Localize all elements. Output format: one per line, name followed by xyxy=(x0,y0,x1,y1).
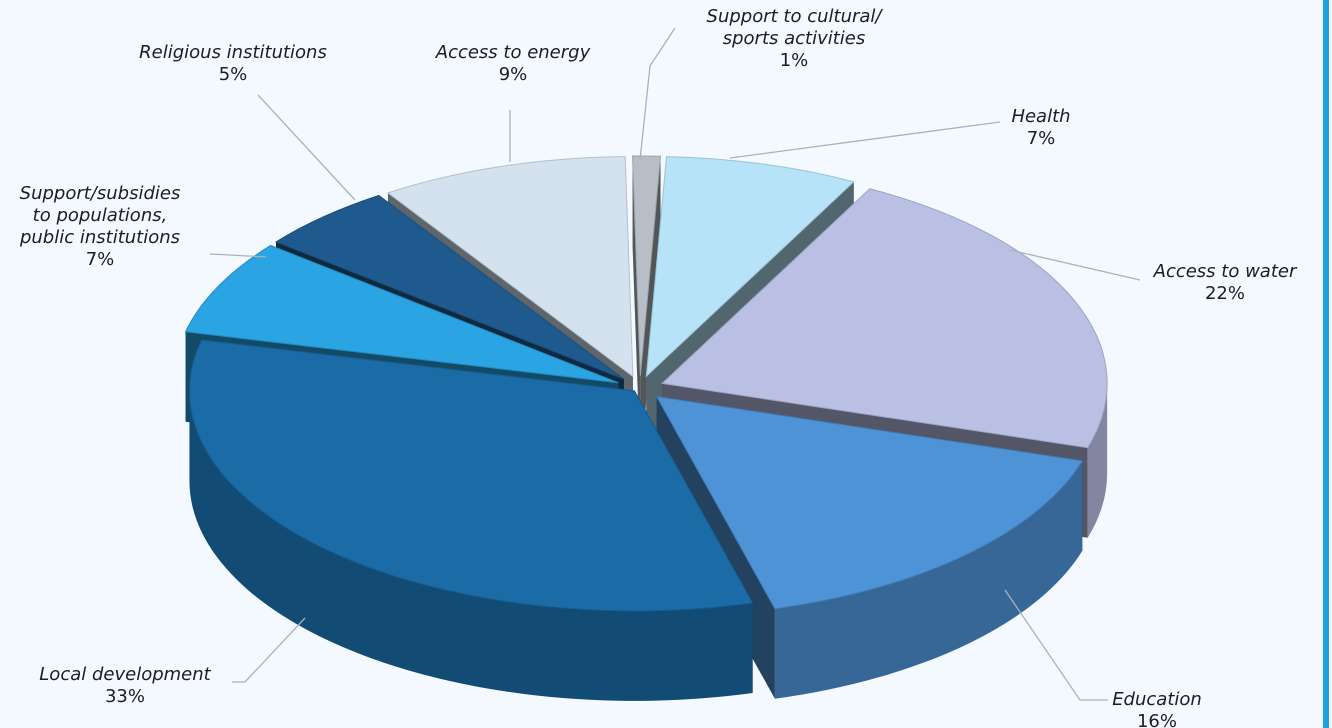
slice-value-access-to-energy: 9% xyxy=(499,64,528,85)
slice-label-support-subsidies-to-populations-public-institutions: Support/subsidies xyxy=(20,183,181,204)
slice-value-support-subsidies-to-populations-public-institutions: 7% xyxy=(86,249,115,270)
leader-line-access-to-water xyxy=(1009,249,1141,281)
slice-label-health: Health xyxy=(1011,106,1070,127)
slice-label-support-to-cultural-sports-activities: Support to cultural/ xyxy=(707,6,884,27)
slice-support-to-cultural-sports-activities xyxy=(632,155,662,377)
slice-label-access-to-energy: Access to energy xyxy=(435,42,591,63)
slice-label-access-to-water: Access to water xyxy=(1153,261,1298,282)
slice-health xyxy=(645,156,855,378)
slice-religious-institutions xyxy=(274,194,625,380)
slice-value-support-to-cultural-sports-activities: 1% xyxy=(780,50,809,71)
slice-label-religious-institutions: Religious institutions xyxy=(139,42,327,63)
pie-tops xyxy=(184,155,1108,612)
leader-line-support-to-cultural-sports-activities xyxy=(639,27,676,161)
slice-wall xyxy=(632,156,641,467)
slice-access-to-water xyxy=(661,188,1108,449)
slice-wall xyxy=(640,156,661,467)
slice-local-development xyxy=(188,339,754,612)
leader-line-education xyxy=(1004,589,1108,701)
slice-value-health: 7% xyxy=(1027,128,1056,149)
leader-line-health xyxy=(729,121,1001,159)
slice-label-local-development: Local development xyxy=(39,664,211,685)
leader-line-local-development xyxy=(232,617,306,683)
slice-label-support-to-cultural-sports-activities: sports activities xyxy=(723,28,866,49)
slice-rim xyxy=(1087,383,1108,538)
slice-side-support-to-cultural-sports-activities xyxy=(632,156,661,467)
slice-support-subsidies-to-populations-public-institutions xyxy=(184,244,619,384)
leader-lines xyxy=(209,27,1141,701)
leader-line-support-subsidies-to-populations-public-institutions xyxy=(209,253,267,258)
slice-education xyxy=(655,395,1084,610)
frame-border xyxy=(1323,0,1329,728)
slice-value-access-to-water: 22% xyxy=(1205,283,1245,304)
slice-value-local-development: 33% xyxy=(105,686,145,707)
slice-label-education: Education xyxy=(1112,689,1202,710)
slice-access-to-energy xyxy=(386,156,634,378)
slice-rim xyxy=(774,460,1083,699)
slice-value-education: 16% xyxy=(1137,711,1177,728)
leader-line-religious-institutions xyxy=(257,94,356,201)
slice-value-religious-institutions: 5% xyxy=(219,64,248,85)
slice-rim xyxy=(189,390,753,701)
slice-label-support-subsidies-to-populations-public-institutions: to populations, xyxy=(33,205,168,226)
slice-label-support-subsidies-to-populations-public-institutions: public institutions xyxy=(19,227,180,248)
